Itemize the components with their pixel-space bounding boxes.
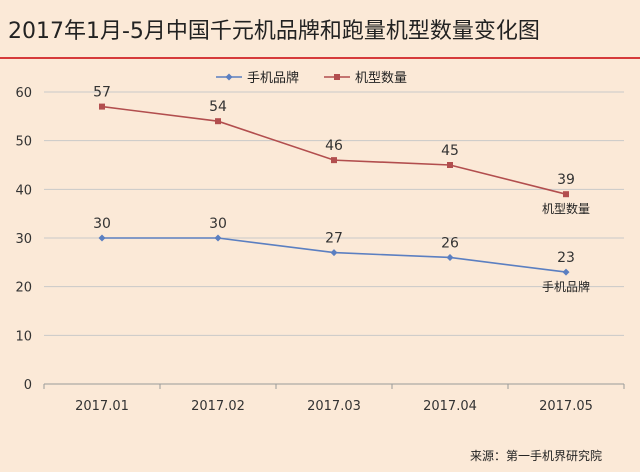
chart-title: 2017年1月-5月中国千元机品牌和跑量机型数量变化图 <box>8 19 540 44</box>
legend-item: 机型数量 <box>324 71 407 86</box>
data-label: 46 <box>325 138 343 154</box>
legend: 手机品牌 机型数量 <box>216 70 407 86</box>
data-label: 30 <box>209 216 227 232</box>
legend-label: 手机品牌 <box>247 70 299 86</box>
data-point <box>98 234 106 242</box>
x-tick-label: 2017.03 <box>307 399 361 414</box>
x-tick-label: 2017.05 <box>539 399 593 414</box>
y-tick-label: 10 <box>15 329 32 344</box>
y-axis: 0 10 20 30 40 50 60 <box>15 86 32 393</box>
y-tick-label: 30 <box>15 232 32 247</box>
y-tick-label: 60 <box>15 86 32 101</box>
data-point <box>563 191 569 198</box>
y-tick-label: 0 <box>24 378 32 393</box>
series-models: 57 54 46 45 39 机型数量 <box>93 85 590 217</box>
data-point <box>447 162 453 168</box>
data-label: 30 <box>93 216 111 232</box>
data-label: 26 <box>441 235 459 251</box>
data-point <box>214 234 222 242</box>
x-axis: 2017.01 2017.02 2017.03 2017.04 2017.05 <box>43 383 625 414</box>
series-end-label: 机型数量 <box>542 201 590 216</box>
data-point <box>215 118 221 125</box>
source-note: 来源：第一手机界研究院 <box>470 448 602 463</box>
data-label: 23 <box>557 250 575 266</box>
data-label: 39 <box>557 172 575 188</box>
data-point <box>562 268 570 276</box>
data-label: 45 <box>441 143 459 159</box>
data-point <box>446 253 454 261</box>
x-tick-label: 2017.01 <box>75 399 129 414</box>
x-tick-label: 2017.04 <box>423 399 477 414</box>
data-label: 54 <box>209 99 227 115</box>
data-point <box>331 157 337 164</box>
legend-marker <box>225 73 233 81</box>
y-tick-label: 50 <box>15 135 32 150</box>
data-point <box>99 103 105 110</box>
grid <box>44 91 624 336</box>
y-tick-label: 40 <box>15 183 32 198</box>
y-tick-label: 20 <box>15 281 32 296</box>
data-label: 27 <box>325 231 343 247</box>
series-end-label: 手机品牌 <box>542 280 590 294</box>
legend-label: 机型数量 <box>355 71 407 86</box>
series-brands: 30 30 27 26 23 手机品牌 <box>93 216 590 294</box>
series-layer: 30 30 27 26 23 手机品牌 57 54 46 45 39 机型数量 <box>93 85 590 294</box>
data-label: 57 <box>93 85 111 101</box>
x-tick-label: 2017.02 <box>191 399 245 414</box>
legend-marker <box>334 74 340 80</box>
legend-item: 手机品牌 <box>216 70 299 86</box>
data-point <box>330 249 338 257</box>
